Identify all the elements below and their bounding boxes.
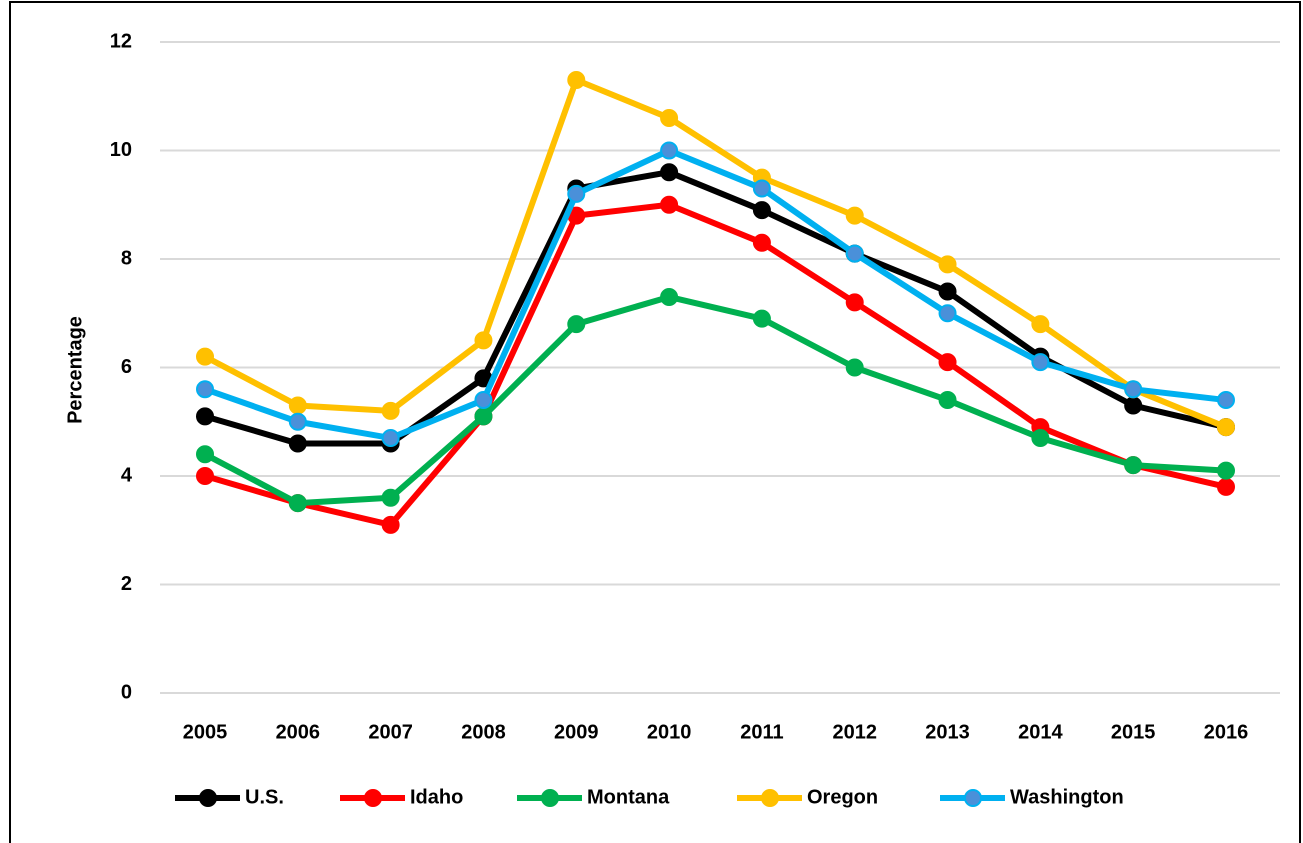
point [1124, 380, 1143, 399]
point [1031, 315, 1050, 334]
point [1124, 396, 1143, 415]
x-tick-label: 2006 [276, 721, 321, 743]
point [752, 201, 771, 220]
point [1217, 391, 1235, 410]
point [660, 195, 679, 214]
x-tick-label: 2015 [1111, 721, 1156, 743]
y-tick-label: 4 [121, 464, 133, 486]
point [938, 255, 957, 274]
point [660, 141, 679, 160]
point [196, 445, 214, 464]
point [567, 70, 586, 89]
point [567, 315, 586, 334]
point [196, 467, 214, 485]
point [845, 206, 864, 225]
x-tick-label: 2008 [461, 721, 506, 743]
y-tick-label: 2 [121, 573, 132, 595]
legend-marker [364, 789, 382, 807]
point [845, 244, 864, 263]
series-line [203, 76, 1228, 430]
point [845, 358, 864, 377]
y-tick-label: 12 [110, 30, 132, 52]
y-tick-label: 10 [110, 139, 132, 161]
legend-marker [761, 789, 779, 807]
point [660, 108, 679, 127]
point [474, 331, 493, 350]
point [752, 179, 771, 198]
series-line [203, 293, 1227, 507]
point [381, 515, 400, 534]
x-tick-label: 2009 [554, 721, 599, 743]
point [845, 293, 864, 312]
y-axis-label: Percentage [64, 316, 86, 424]
point [938, 304, 957, 323]
legend-label: Montana [587, 786, 670, 808]
legend-marker [964, 789, 982, 807]
point [288, 412, 307, 431]
point [288, 396, 307, 415]
point [196, 347, 214, 366]
point [288, 494, 307, 513]
point [660, 287, 679, 306]
point [938, 391, 957, 410]
legend-marker [199, 789, 217, 807]
legend-label: Oregon [807, 786, 878, 808]
legend-label: U.S. [245, 786, 284, 808]
point [474, 407, 493, 426]
x-tick-label: 2005 [183, 721, 228, 743]
point [288, 434, 307, 453]
point [1124, 456, 1143, 475]
x-tick-label: 2010 [647, 721, 692, 743]
series-line [204, 201, 1227, 528]
point [1031, 429, 1050, 448]
point [938, 353, 957, 372]
legend-label: Idaho [410, 786, 463, 808]
point [1217, 477, 1235, 496]
point [1031, 353, 1050, 372]
legend-label: Washington [1010, 786, 1124, 808]
series-line [204, 147, 1227, 442]
point [196, 380, 214, 399]
point [474, 391, 493, 410]
point [381, 488, 400, 507]
x-tick-label: 2007 [368, 721, 413, 743]
point [752, 309, 771, 328]
x-tick-label: 2016 [1204, 721, 1249, 743]
point [752, 233, 771, 252]
x-tick-label: 2012 [832, 721, 877, 743]
point [1217, 461, 1235, 480]
legend-marker [541, 789, 559, 807]
point [381, 401, 400, 420]
point [567, 184, 586, 203]
point [1217, 418, 1235, 437]
y-tick-label: 8 [121, 247, 132, 269]
y-tick-label: 0 [121, 681, 132, 703]
point [196, 407, 214, 426]
chart-border [9, 1, 1301, 843]
x-tick-label: 2014 [1018, 721, 1063, 743]
x-tick-label: 2011 [740, 721, 783, 743]
point [938, 282, 957, 301]
point [660, 163, 679, 182]
point [381, 429, 400, 448]
y-tick-label: 6 [121, 356, 132, 378]
x-tick-label: 2013 [925, 721, 970, 743]
